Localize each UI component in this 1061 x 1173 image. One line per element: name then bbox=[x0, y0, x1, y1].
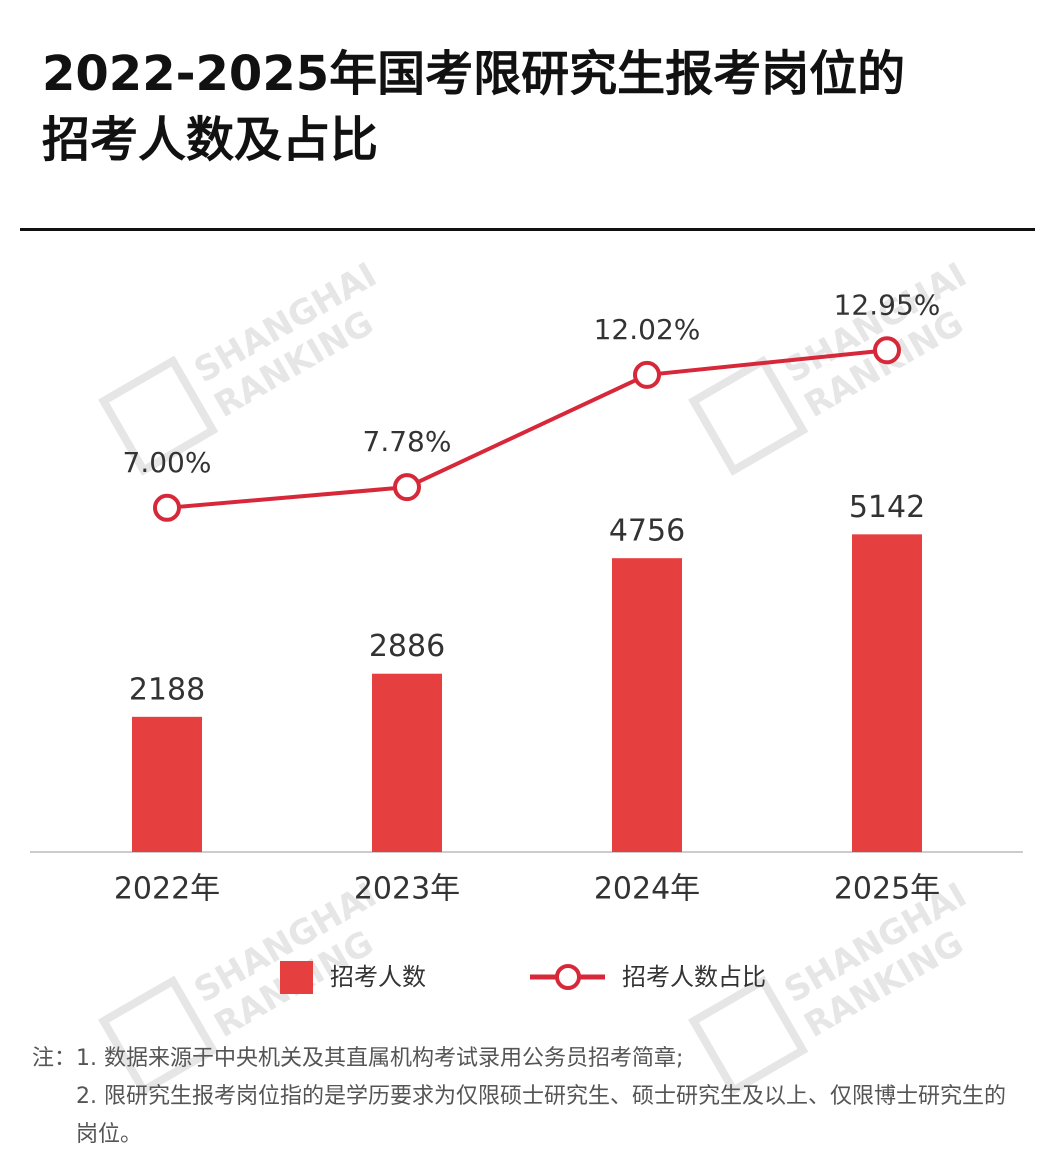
notes-prefix: 注： bbox=[32, 1046, 77, 1071]
legend-swatch bbox=[280, 961, 313, 994]
divider bbox=[20, 228, 1035, 231]
value-label: 4756 bbox=[609, 514, 685, 549]
value-label: 12.95% bbox=[834, 288, 941, 321]
x-tick-label: 2025年 bbox=[834, 872, 940, 907]
value-label: 5142 bbox=[849, 490, 925, 525]
title-line: 2022-2025年国考限研究生报考岗位的 bbox=[42, 46, 906, 102]
watermark-logo bbox=[688, 355, 809, 476]
value-label: 12.02% bbox=[594, 313, 701, 346]
title-line: 招考人数及占比 bbox=[42, 112, 379, 168]
bar bbox=[612, 558, 682, 852]
line-point bbox=[873, 336, 901, 365]
watermark-logo bbox=[98, 355, 219, 476]
notes-items: 1. 数据来源于中央机关及其直属机构考试录用公务员招考简章; 2. 限研究生报考… bbox=[76, 1040, 1022, 1154]
line-point bbox=[633, 360, 661, 389]
bar bbox=[852, 534, 922, 852]
value-label: 2886 bbox=[369, 629, 445, 664]
bar bbox=[132, 716, 202, 852]
watermark-logo bbox=[688, 975, 809, 1096]
legend-swatch bbox=[555, 964, 581, 990]
bar bbox=[372, 673, 442, 852]
notes: 注： 1. 数据来源于中央机关及其直属机构考试录用公务员招考简章; 2. 限研究… bbox=[32, 1040, 1022, 1154]
line-point bbox=[153, 493, 181, 522]
x-tick-label: 2024年 bbox=[594, 872, 700, 907]
line-point bbox=[393, 473, 421, 502]
value-label: 2188 bbox=[129, 672, 205, 707]
legend-label: 招考人数占比 bbox=[622, 963, 766, 991]
watermark-logo bbox=[98, 975, 219, 1096]
value-label: 7.78% bbox=[363, 425, 452, 458]
value-label: 7.00% bbox=[123, 446, 212, 479]
x-tick-label: 2022年 bbox=[114, 872, 220, 907]
legend-label: 招考人数 bbox=[330, 963, 426, 991]
line bbox=[166, 348, 888, 510]
x-tick-label: 2023年 bbox=[354, 872, 460, 907]
note: 1. 数据来源于中央机关及其直属机构考试录用公务员招考简章; bbox=[76, 1046, 684, 1071]
note: 2. 限研究生报考岗位指的是学历要求为仅限硕士研究生、硕士研究生及以上、仅限博士… bbox=[76, 1084, 1007, 1147]
